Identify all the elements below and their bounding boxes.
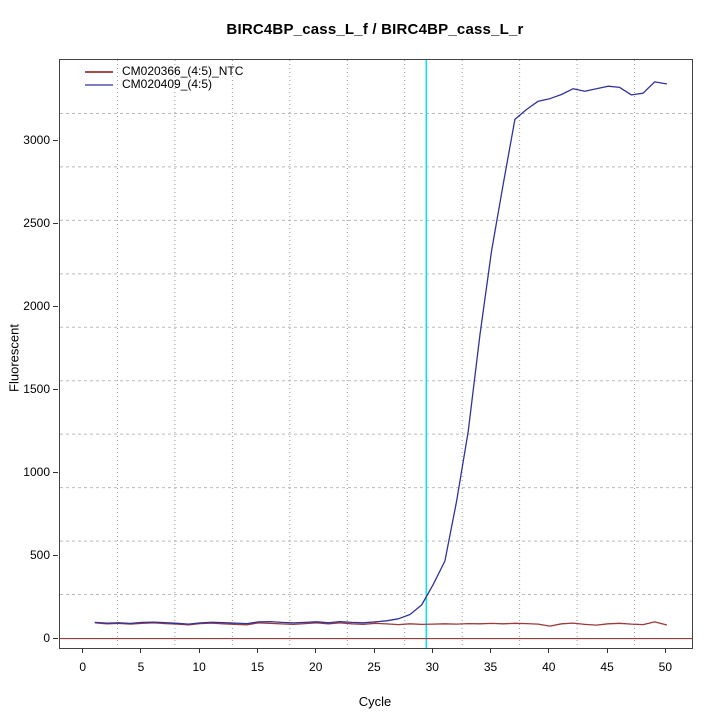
x-tick-label: 5 bbox=[137, 660, 145, 674]
y-tick-label: 2000 bbox=[23, 299, 50, 314]
y-tick-label: 2500 bbox=[23, 216, 50, 231]
x-tick-mark bbox=[548, 648, 550, 653]
legend-item-sample: CM020409_(4:5) bbox=[85, 78, 243, 91]
legend-line-swatch-ntc bbox=[85, 70, 113, 73]
y-tick-mark bbox=[53, 554, 58, 556]
y-axis-title: Fluorescent bbox=[6, 324, 22, 392]
x-tick-label: 0 bbox=[79, 660, 86, 674]
x-tick-label: 20 bbox=[309, 660, 323, 674]
x-tick-label: 40 bbox=[542, 660, 556, 674]
legend-item-ntc: CM020366_(4:5)_NTC bbox=[85, 65, 243, 78]
x-tick-mark bbox=[373, 648, 375, 653]
x-tick-mark bbox=[198, 648, 200, 653]
y-tick-label: 1000 bbox=[23, 465, 50, 480]
x-tick-label: 10 bbox=[192, 660, 206, 674]
x-tick-mark bbox=[431, 648, 433, 653]
y-tick-mark bbox=[53, 471, 58, 473]
y-tick-label: 3000 bbox=[23, 133, 50, 147]
y-tick-label: 1500 bbox=[23, 382, 50, 397]
x-tick-label: 50 bbox=[658, 660, 673, 674]
y-tick-mark bbox=[53, 388, 58, 390]
plot-canvas bbox=[60, 60, 692, 648]
curve-ntc bbox=[94, 621, 668, 627]
chart-title: BIRC4BP_cass_L_f / BIRC4BP_cass_L_r bbox=[226, 21, 524, 38]
x-tick-label: 30 bbox=[425, 660, 439, 674]
x-tick-mark bbox=[82, 648, 84, 653]
x-tick-label: 45 bbox=[600, 660, 614, 674]
plot-area bbox=[59, 59, 693, 649]
curve-sample bbox=[94, 81, 668, 625]
x-axis-title: Cycle bbox=[358, 694, 392, 709]
y-tick-mark bbox=[53, 222, 58, 224]
x-tick-label: 25 bbox=[367, 660, 381, 674]
x-tick-mark bbox=[664, 648, 666, 653]
x-tick-mark bbox=[140, 648, 142, 653]
y-tick-mark bbox=[53, 139, 58, 141]
y-tick-label: 0 bbox=[43, 631, 50, 646]
legend-label-ntc: CM020366_(4:5)_NTC bbox=[122, 64, 244, 78]
x-tick-label: 15 bbox=[250, 660, 265, 674]
y-tick-label: 500 bbox=[29, 548, 50, 563]
x-tick-mark bbox=[256, 648, 258, 653]
x-tick-mark bbox=[490, 648, 492, 653]
legend-line-swatch-sample bbox=[85, 83, 113, 86]
y-tick-mark bbox=[53, 637, 58, 639]
x-tick-label: 35 bbox=[483, 660, 498, 674]
legend: CM020366_(4:5)_NTC CM020409_(4:5) bbox=[85, 65, 243, 91]
x-tick-mark bbox=[315, 648, 317, 653]
legend-label-sample: CM020409_(4:5) bbox=[122, 77, 213, 91]
x-tick-mark bbox=[606, 648, 608, 653]
y-tick-mark bbox=[53, 305, 58, 307]
